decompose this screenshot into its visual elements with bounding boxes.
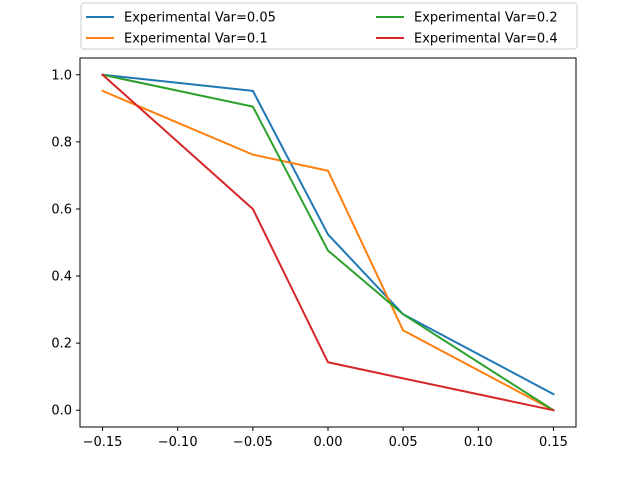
x-tick-label: 0.00 [314,435,343,450]
legend-label-4: Experimental Var=0.4 [414,32,558,47]
series-line-3 [101,73,555,412]
x-tick-label: −0.15 [83,435,123,450]
x-tick-label: −0.05 [233,435,273,450]
series-line-2 [101,89,555,412]
series-layer [101,73,555,412]
series-line-1 [101,73,555,396]
plot-area [80,58,576,427]
legend-label-3: Experimental Var=0.2 [414,11,558,26]
x-tick-label: 0.05 [389,435,418,450]
y-tick-label: 0.6 [51,202,72,217]
y-tick-label: 0.8 [51,135,72,150]
y-tick-label: 0.0 [51,404,72,419]
y-tick-label: 1.0 [51,68,72,83]
x-tick-label: 0.15 [539,435,568,450]
x-tick-label: −0.10 [158,435,198,450]
y-tick-label: 0.4 [51,270,72,285]
legend-label-2: Experimental Var=0.1 [124,32,268,47]
series-line-4 [101,73,555,412]
y-tick-label: 0.2 [51,337,72,352]
axes-layer: −0.15 −0.10 −0.05 0.00 0.05 0.10 0.15 0.0 0.2 0.4… [51,57,577,450]
legend-label-1: Experimental Var=0.05 [124,11,276,26]
x-tick-label: 0.10 [464,435,493,450]
legend: Experimental Var=0.05 Experimental Var=0.… [80,2,578,50]
legend-box [80,2,578,50]
plot-background [80,58,576,427]
